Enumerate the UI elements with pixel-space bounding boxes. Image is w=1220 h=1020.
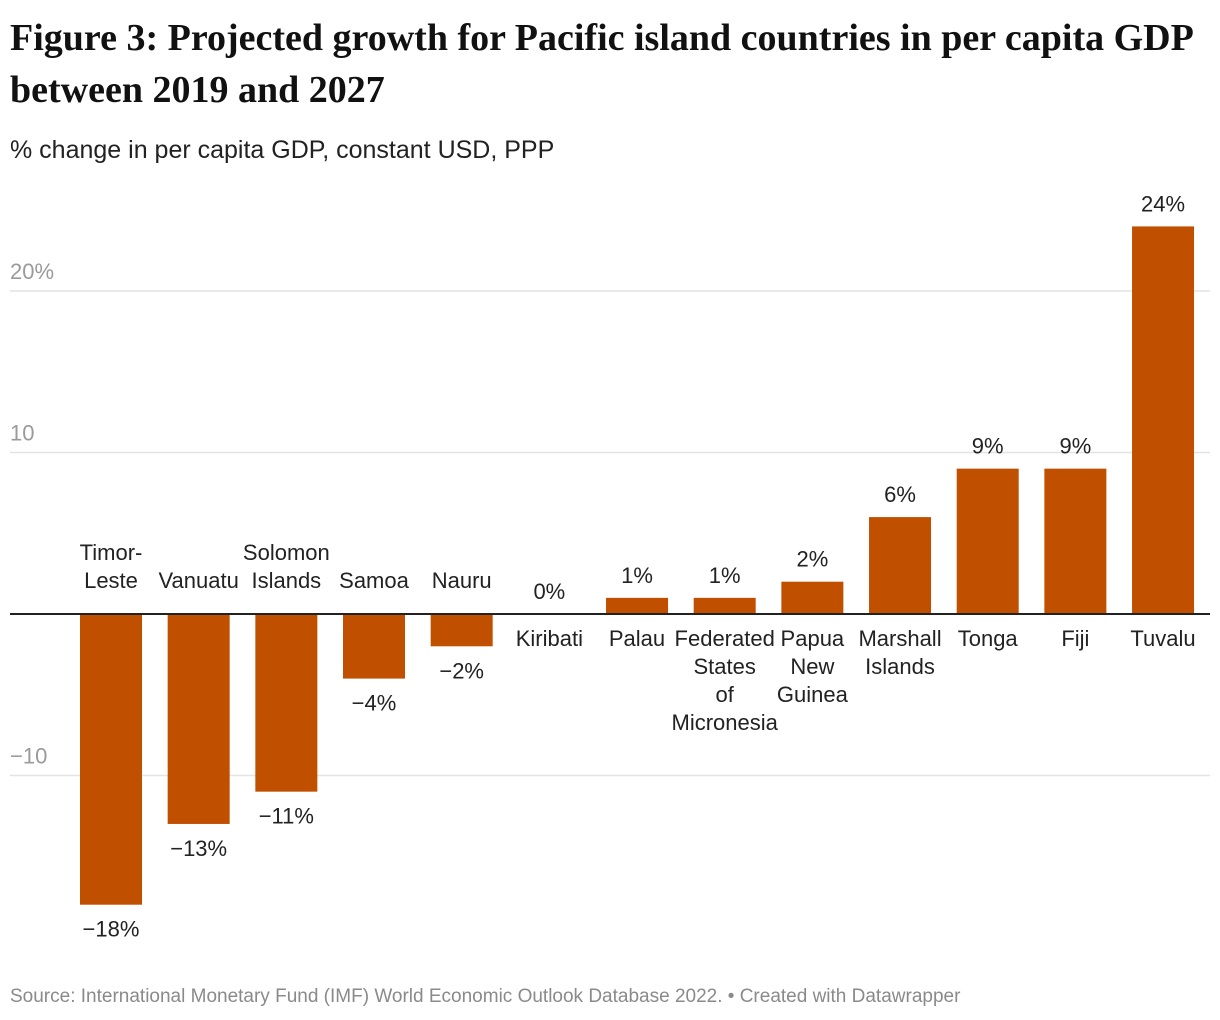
chart-title: Figure 3: Projected growth for Pacific i… bbox=[10, 17, 1192, 111]
category-label: Fiji bbox=[1061, 626, 1089, 651]
bar-nauru bbox=[430, 614, 493, 647]
bar-vanuatu bbox=[167, 614, 230, 824]
bar-samoa bbox=[343, 614, 406, 679]
bar-solomon-islands bbox=[255, 614, 318, 792]
grid-layer: 20% 10 −10 bbox=[10, 259, 1210, 777]
y-tick-label: 20% bbox=[10, 259, 54, 284]
value-label: 0% bbox=[533, 579, 565, 604]
category-label: Tuvalu bbox=[1130, 626, 1195, 651]
bars-layer bbox=[80, 226, 1195, 905]
category-label: Nauru bbox=[432, 568, 492, 593]
category-label: Federated States of Micronesia bbox=[672, 626, 779, 735]
category-label: Solomon Islands bbox=[243, 540, 330, 593]
value-label: 1% bbox=[621, 563, 653, 588]
bar-papua-new-guinea bbox=[781, 581, 844, 614]
y-tick-label: 10 bbox=[10, 421, 34, 446]
chart-subtitle: % change in per capita GDP, constant USD… bbox=[10, 136, 555, 164]
category-label: Vanuatu bbox=[158, 568, 238, 593]
category-label: Palau bbox=[609, 626, 665, 651]
value-label: −18% bbox=[83, 917, 140, 942]
value-label: 9% bbox=[972, 434, 1004, 459]
category-label: Papua New Guinea bbox=[777, 626, 849, 707]
value-label: 24% bbox=[1141, 191, 1185, 216]
category-label: Tonga bbox=[958, 626, 1019, 651]
bar-marshall-islands bbox=[869, 517, 932, 614]
category-label: Marshall Islands bbox=[858, 626, 941, 679]
bar-tuvalu bbox=[1132, 226, 1195, 614]
bar-fiji bbox=[1044, 468, 1107, 614]
bar-timor-leste bbox=[80, 614, 142, 905]
category-label: Kiribati bbox=[516, 626, 583, 651]
category-label: Samoa bbox=[339, 568, 409, 593]
value-label: 2% bbox=[796, 547, 828, 572]
value-label: −13% bbox=[170, 836, 227, 861]
bar-palau bbox=[606, 597, 669, 614]
bar-tonga bbox=[956, 468, 1019, 614]
labels-layer: −18% Timor-Leste −13% Vanuatu −11% Solomon Isl… bbox=[80, 191, 1196, 941]
source-note: Source: International Monetary Fund (IMF… bbox=[10, 986, 961, 1007]
value-label: −4% bbox=[352, 691, 397, 716]
value-label: 6% bbox=[884, 482, 916, 507]
category-label: Timor-Leste bbox=[80, 540, 143, 593]
y-tick-label: −10 bbox=[10, 744, 47, 769]
value-label: 9% bbox=[1059, 434, 1091, 459]
value-label: −2% bbox=[439, 658, 484, 683]
bar-federated-states-of-micronesia bbox=[693, 597, 756, 614]
value-label: −11% bbox=[259, 804, 314, 829]
value-label: 1% bbox=[709, 563, 741, 588]
